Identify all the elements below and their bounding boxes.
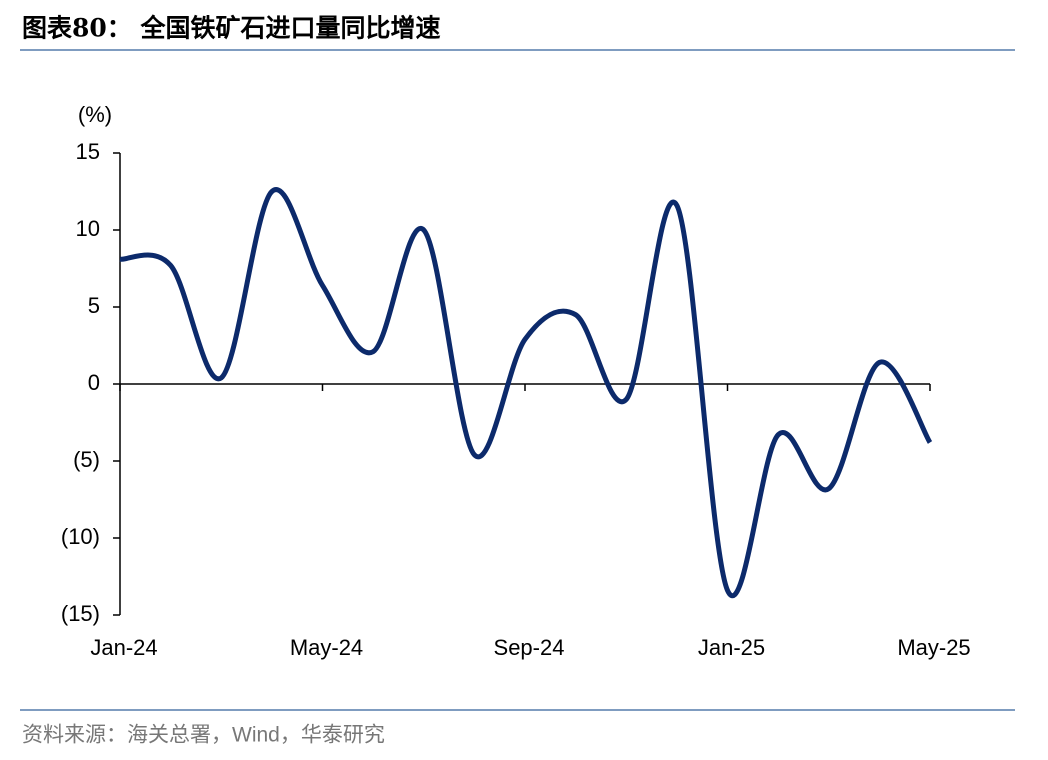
y-tick-label: 5	[88, 293, 100, 318]
y-tick-label: (5)	[73, 447, 100, 472]
data-line	[119, 187, 933, 598]
source: 资料来源：海关总署，Wind，华泰研究	[22, 724, 385, 747]
x-tick-label: Sep-24	[494, 635, 565, 660]
y-tick-label: 15	[76, 139, 100, 164]
y-tick-label: 0	[88, 370, 100, 395]
chart-title: 图表80： 全国铁矿石进口量同比增速	[22, 14, 441, 43]
x-tick-label: Jan-25	[698, 635, 765, 660]
y-tick-label: (10)	[61, 524, 100, 549]
y-tick-label: 10	[76, 216, 100, 241]
x-tick-label: Jan-24	[90, 635, 157, 660]
x-tick-label: May-24	[290, 635, 363, 660]
y-axis-label: (%)	[78, 102, 112, 127]
y-tick-label: (15)	[61, 601, 100, 626]
x-tick-label: May-25	[897, 635, 970, 660]
